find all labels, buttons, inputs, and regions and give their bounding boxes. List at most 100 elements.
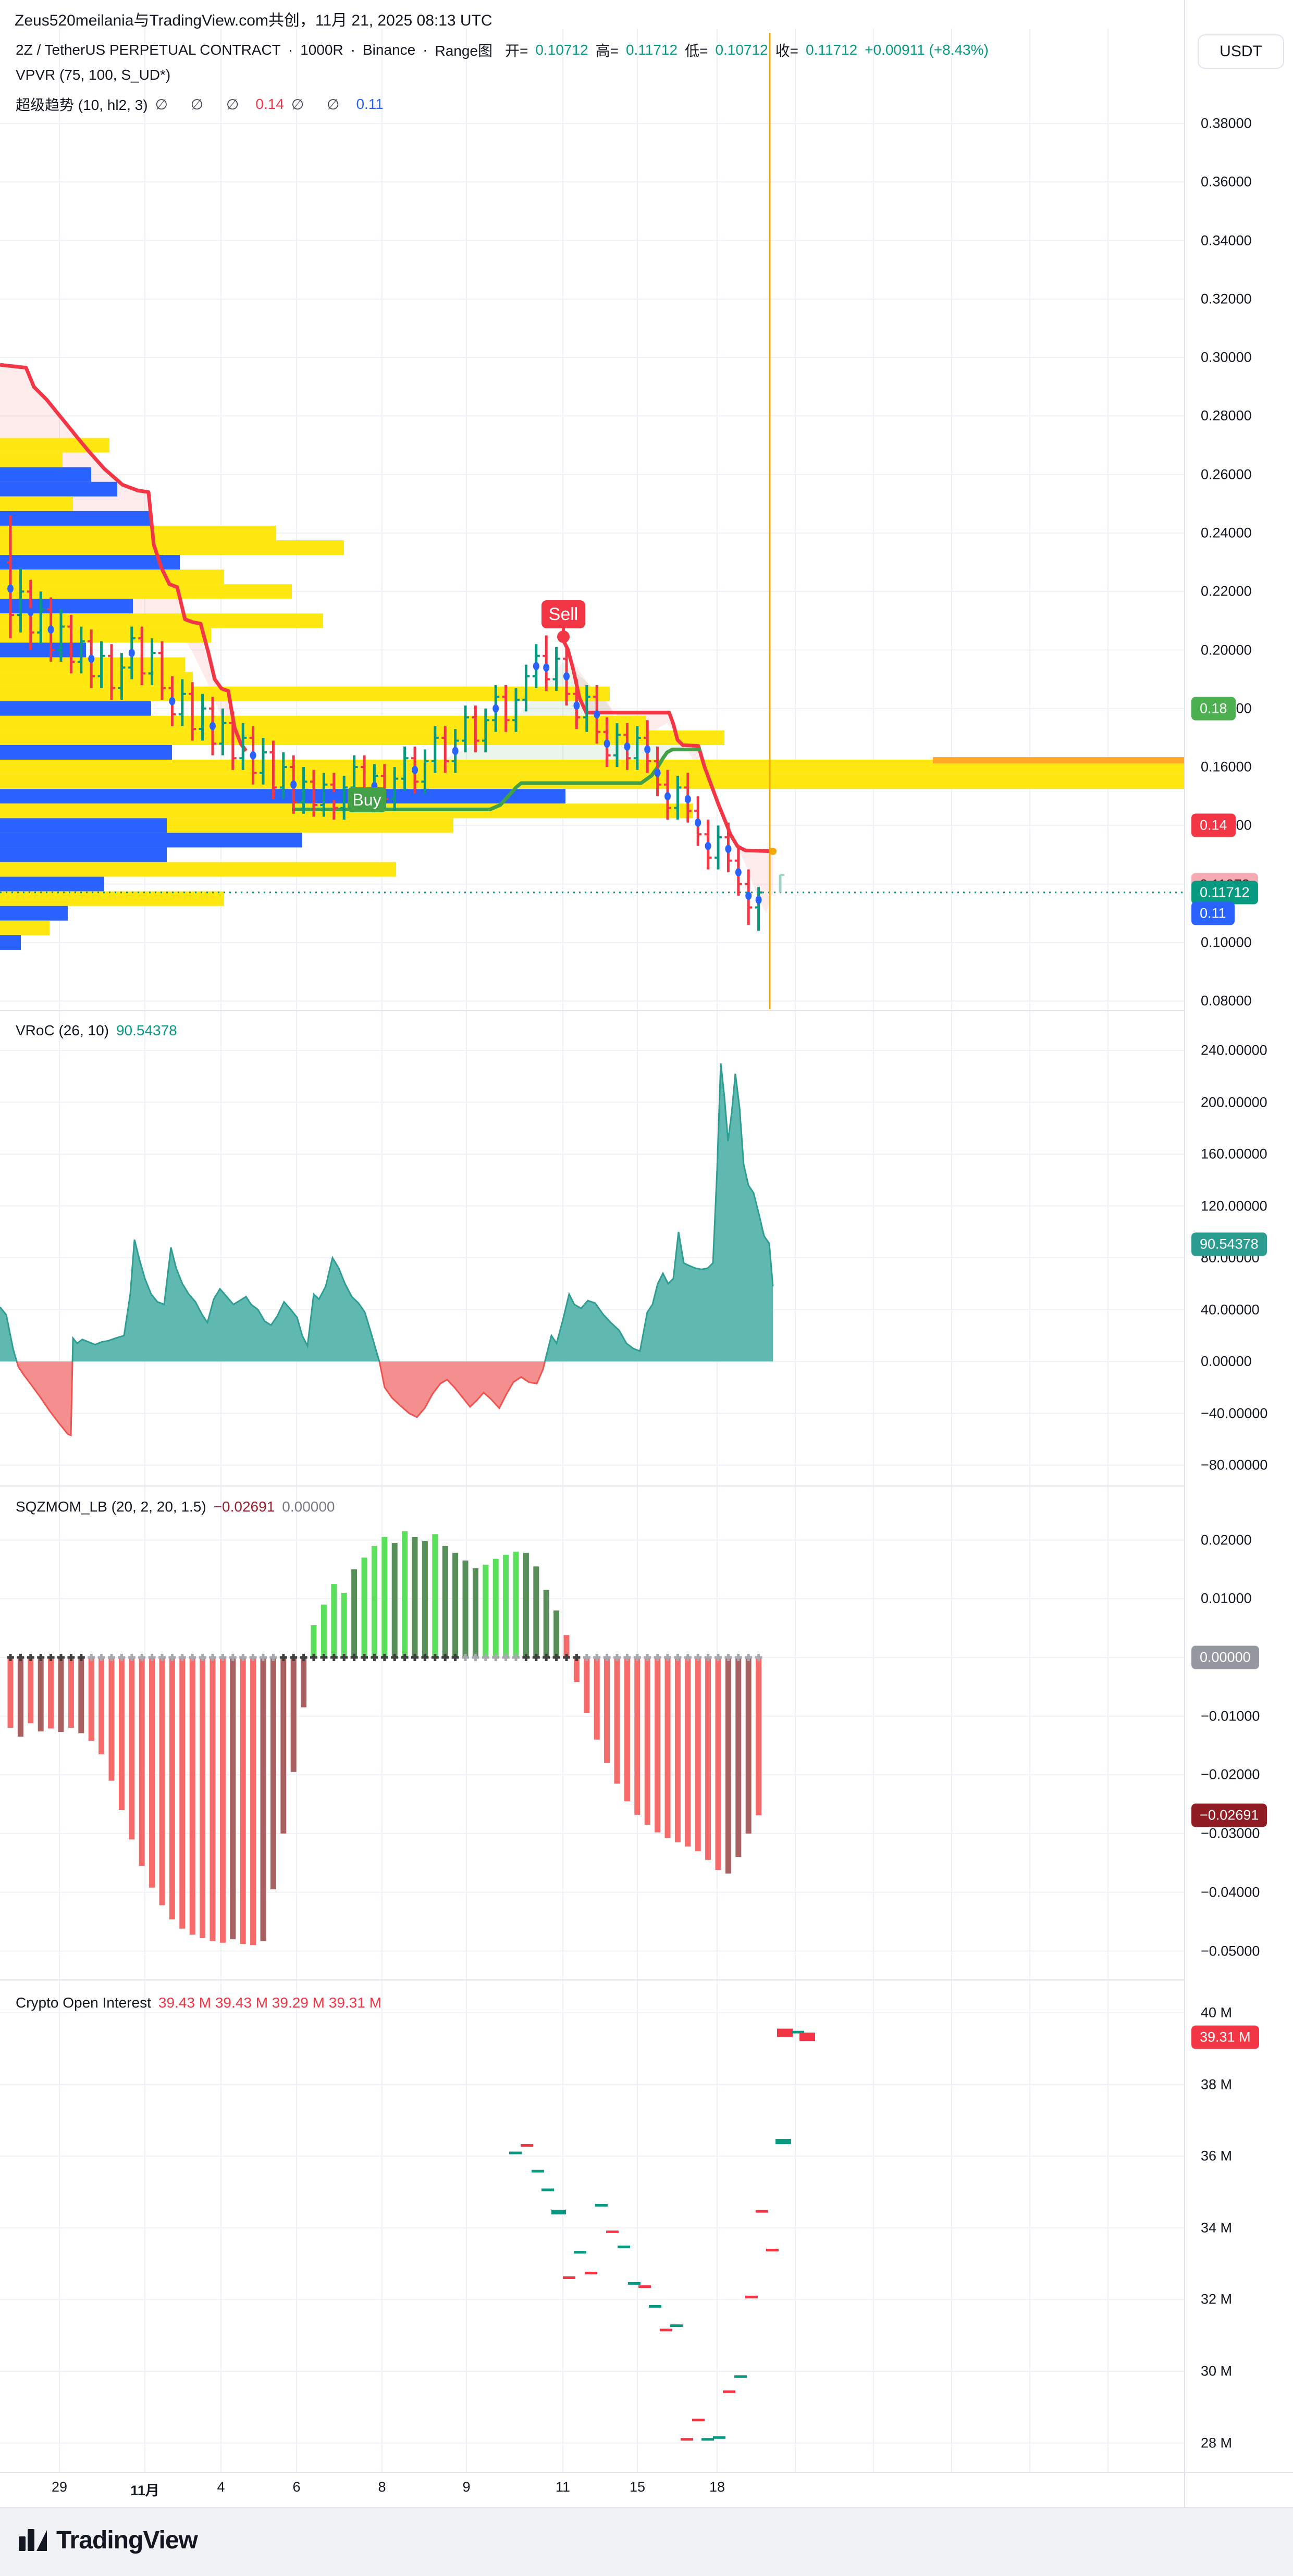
sqzmom-bar (624, 1657, 630, 1802)
price-axis[interactable]: USDT 0.38000 0.36000 0.34000 0.32000 0.30000… (1184, 0, 1293, 2507)
bar-marker-dot (644, 745, 651, 754)
sqzmom-bar (584, 1657, 590, 1714)
oi-dash (541, 2188, 554, 2191)
axis-tick-label: 38 M (1201, 2076, 1233, 2092)
sqzmom-bar (260, 1657, 266, 1941)
oi-dash (692, 2419, 705, 2422)
axis-price-tag: −0.02691 (1191, 1803, 1267, 1827)
axis-tick-label: 200.00000 (1201, 1094, 1267, 1110)
sqzmom-bar (735, 1657, 742, 1857)
time-axis-label: 11 (555, 2479, 571, 2495)
vroc-pane (0, 1063, 774, 1437)
oi-dash (532, 2170, 544, 2173)
oi-dash (681, 2438, 693, 2441)
bar-marker-dot (88, 654, 95, 663)
axis-price-tag: 39.31 M (1191, 2025, 1259, 2049)
vpvr-bar (0, 745, 172, 760)
vpvr-bar (0, 818, 167, 833)
axis-price-tag: 0.11 (1191, 901, 1235, 925)
axis-tick-label: 0.32000 (1201, 291, 1252, 307)
divider (0, 2507, 1293, 2508)
tradingview-logo[interactable]: TradingView (18, 2525, 198, 2555)
oi-dash (638, 2285, 651, 2288)
time-axis-label: 29 (51, 2479, 68, 2495)
sqzmom-bar (139, 1657, 145, 1866)
time-axis-label: 11月 (130, 2483, 159, 2498)
axis-price-tag: 0.14 (1191, 813, 1236, 837)
sqzmom-bar (462, 1561, 469, 1657)
sqzmom-bar (756, 1657, 762, 1816)
bar-marker-dot (533, 662, 539, 671)
bar-marker-dot (250, 751, 256, 760)
bar-marker-dot (412, 765, 418, 774)
sqzmom-bar (745, 1657, 752, 1834)
tradingview-logo-icon (19, 2529, 47, 2551)
axis-tick-label: 28 M (1201, 2435, 1233, 2451)
sqzmom-bar (655, 1657, 661, 1832)
time-axis-label: 9 (462, 2479, 471, 2495)
high-value: 0.11712 (625, 42, 678, 58)
bar-marker-dot (624, 742, 631, 751)
bar-marker-dot (47, 625, 54, 634)
vpvr-bar (0, 438, 109, 453)
buy-label-text: Buy (352, 790, 381, 809)
axis-tick-label: −0.01000 (1201, 1708, 1260, 1724)
oi-pane (509, 2028, 815, 2441)
oi-dash (713, 2436, 725, 2439)
vpvr-bar (0, 613, 323, 628)
sqzmom-bar (513, 1552, 519, 1657)
high-label: 高= (595, 43, 619, 59)
divider (0, 2472, 1293, 2473)
axis-price-tag: 0.11712 (1191, 881, 1258, 905)
axis-tick-label: −0.03000 (1201, 1825, 1260, 1841)
empty-values: ∅ ∅ ∅ (155, 96, 249, 113)
vpvr-bar (0, 511, 151, 526)
oi-dash (777, 2028, 793, 2037)
time-axis-label: 4 (217, 2479, 225, 2495)
exchange: Binance (362, 42, 416, 58)
supertrend-lower-value: 0.11 (356, 96, 384, 112)
axis-tick-label: 240.00000 (1201, 1042, 1267, 1058)
footer-strip (0, 2508, 1293, 2576)
sqzmom-bar (270, 1657, 276, 1890)
vpvr-bar (0, 628, 211, 643)
open-value: 0.10712 (535, 42, 588, 58)
axis-tick-label: 40 M (1201, 2004, 1233, 2021)
axis-tick-label: 0.30000 (1201, 349, 1252, 365)
bar-marker-dot (169, 697, 176, 705)
oi-dash (574, 2251, 586, 2254)
vpvr-bar (0, 833, 302, 848)
sqzmom-bar (108, 1657, 115, 1781)
axis-tick-label: −0.05000 (1201, 1943, 1260, 1959)
axis-tick-label: 0.16000 (1201, 759, 1252, 775)
sqzmom-bar (391, 1543, 398, 1657)
oi-dash (660, 2329, 672, 2332)
sqzmom-bar (200, 1657, 206, 1938)
bar-marker-dot (755, 896, 762, 905)
bar-marker-dot (7, 584, 14, 593)
axis-tick-label: 0.00000 (1201, 1353, 1252, 1369)
oi-dash (799, 2033, 815, 2041)
vpvr-bar (0, 467, 91, 482)
oi-dash (670, 2324, 683, 2327)
sqzmom-bar (442, 1545, 448, 1657)
sqzmom-bar (432, 1534, 438, 1657)
vroc-area-negative (379, 1361, 545, 1417)
oi-dash (734, 2375, 747, 2378)
vpvr-bar (0, 715, 646, 730)
axis-tick-label: 0.28000 (1201, 407, 1252, 424)
oi-dash (521, 2144, 533, 2147)
sqzmom-legend: SQZMOM_LB (20, 2, 20, 1.5) −0.02691 0.00… (16, 1498, 335, 1515)
sqzmom-bar (98, 1657, 105, 1754)
oi-dash (606, 2230, 619, 2233)
change-value: +0.00911 (+8.43%) (865, 42, 989, 58)
sqzmom-bar (412, 1537, 418, 1657)
axis-tick-label: 0.01000 (1201, 1590, 1252, 1606)
axis-tick-label: 0.20000 (1201, 642, 1252, 658)
vroc-area-positive (545, 1063, 773, 1361)
gridlines (0, 29, 1184, 2472)
currency-button[interactable]: USDT (1198, 34, 1284, 69)
sqzmom-bar (644, 1657, 650, 1825)
oi-dash (551, 2210, 566, 2215)
